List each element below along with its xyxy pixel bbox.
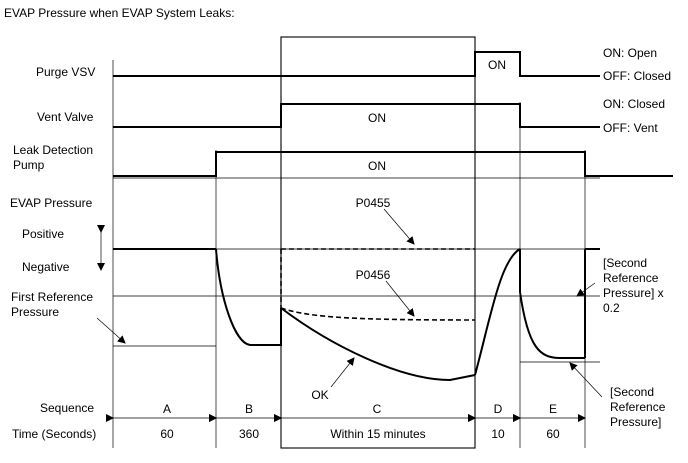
- second-ref-x02-4: 0.2: [603, 301, 620, 315]
- annotation-arrows: [96, 208, 603, 398]
- purge-vsv-signal: [113, 51, 600, 77]
- label-leak-pump-1: Leak Detection: [13, 143, 93, 157]
- purge-on-label: ON: [488, 58, 506, 72]
- label-first-ref-2: Pressure: [11, 305, 59, 319]
- sequence-a: A: [163, 402, 171, 416]
- diagram-title: EVAP Pressure when EVAP System Leaks:: [4, 6, 235, 20]
- label-leak-pump-2: Pump: [13, 158, 45, 172]
- p0456-label: P0456: [356, 268, 391, 282]
- label-time: Time (Seconds): [12, 427, 96, 441]
- second-ref-x02-3: Pressure] x: [603, 286, 664, 300]
- label-evap-pressure: EVAP Pressure: [10, 196, 93, 210]
- time-b: 360: [239, 427, 259, 441]
- sequence-c: C: [373, 402, 382, 416]
- purge-on-desc: ON: Open: [603, 46, 657, 60]
- ok-label: OK: [311, 388, 328, 402]
- time-d: 10: [491, 427, 505, 441]
- sequence-b: B: [245, 402, 253, 416]
- second-ref-x02-1: [Second: [603, 256, 647, 270]
- section-c-box: [280, 36, 476, 449]
- p0455-label: P0455: [356, 196, 391, 210]
- label-positive: Positive: [22, 227, 64, 241]
- purge-off-desc: OFF: Closed: [603, 69, 671, 83]
- sequence-d: D: [494, 402, 503, 416]
- time-e: 60: [546, 427, 560, 441]
- label-vent-valve: Vent Valve: [37, 110, 94, 124]
- vent-off-desc: OFF: Vent: [603, 121, 658, 135]
- vent-on-desc: ON: Closed: [603, 97, 665, 111]
- second-ref-1: [Second: [610, 385, 654, 399]
- sequence-e: E: [549, 402, 557, 416]
- label-sequence: Sequence: [40, 401, 94, 415]
- label-negative: Negative: [22, 260, 70, 274]
- second-ref-3: Pressure]: [610, 415, 661, 429]
- pump-on-label: ON: [368, 159, 386, 173]
- vent-valve-signal: [113, 103, 600, 128]
- evap-pressure-trace: [113, 248, 600, 382]
- leak-pump-signal: [113, 151, 673, 177]
- leak-traces-dashed: [280, 248, 476, 321]
- time-a: 60: [160, 427, 174, 441]
- label-first-ref-1: First Reference: [11, 290, 93, 304]
- time-c: Within 15 minutes: [330, 427, 425, 441]
- label-purge-vsv: Purge VSV: [36, 65, 95, 79]
- second-ref-2: Reference: [610, 400, 666, 414]
- vent-on-label: ON: [368, 111, 386, 125]
- second-ref-x02-2: Reference: [603, 271, 659, 285]
